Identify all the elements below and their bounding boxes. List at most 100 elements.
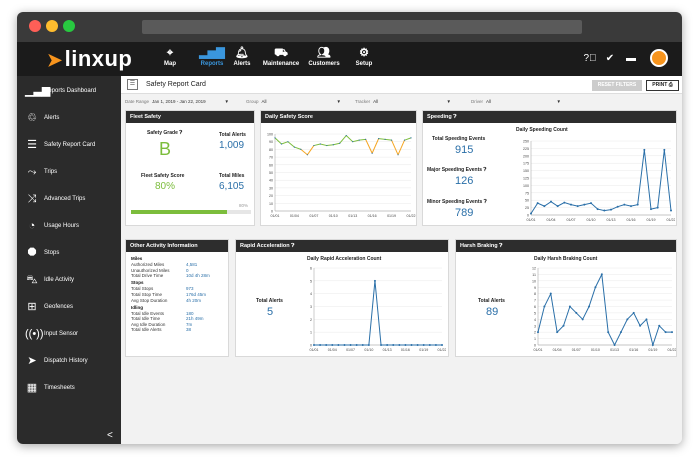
data-point[interactable]: [603, 209, 606, 212]
user-avatar[interactable]: [650, 49, 668, 67]
data-point[interactable]: [403, 139, 406, 141]
data-point[interactable]: [588, 305, 591, 308]
nav-reports[interactable]: ▂▅▇ Reports: [186, 46, 238, 67]
data-point[interactable]: [630, 205, 632, 208]
data-point[interactable]: [441, 344, 443, 346]
data-point[interactable]: [636, 203, 639, 206]
data-point[interactable]: [616, 205, 619, 208]
sidebar-item-advanced-trips[interactable]: ⤨ Advanced Trips: [17, 186, 121, 212]
data-point[interactable]: [556, 331, 559, 334]
check-icon[interactable]: ✔: [605, 53, 615, 64]
data-point[interactable]: [410, 344, 413, 346]
linxup-logo[interactable]: ➤linxup: [47, 46, 132, 72]
driver-filter[interactable]: Driver All ▼: [471, 99, 561, 104]
data-point[interactable]: [643, 148, 646, 151]
sidebar-item-trips[interactable]: ⤳ Trips: [17, 159, 121, 185]
data-point[interactable]: [607, 331, 610, 334]
print-button[interactable]: PRINT ⎙: [646, 80, 679, 91]
data-point[interactable]: [339, 142, 341, 144]
data-point[interactable]: [537, 331, 539, 334]
chat-icon[interactable]: ▬: [626, 53, 636, 64]
data-point[interactable]: [656, 206, 659, 209]
data-point[interactable]: [556, 205, 559, 208]
data-point[interactable]: [373, 279, 376, 282]
data-point[interactable]: [562, 324, 565, 327]
data-point[interactable]: [583, 203, 586, 206]
data-point[interactable]: [378, 138, 380, 140]
address-bar[interactable]: [142, 20, 582, 34]
data-point[interactable]: [416, 344, 419, 346]
data-point[interactable]: [361, 344, 364, 346]
help-icon[interactable]: ❓︎: [179, 130, 183, 136]
sidebar-item-reports-dashboard[interactable]: ▁▃▆ Reports Dashboard: [17, 78, 121, 104]
help-icon[interactable]: ❓︎: [483, 167, 487, 173]
data-point[interactable]: [365, 138, 367, 140]
data-point[interactable]: [306, 154, 308, 156]
data-point[interactable]: [300, 148, 302, 150]
data-point[interactable]: [570, 203, 572, 206]
data-point[interactable]: [313, 344, 315, 346]
data-point[interactable]: [343, 344, 346, 346]
minimize-window-button[interactable]: [46, 20, 58, 32]
data-point[interactable]: [590, 202, 592, 205]
sidebar-item-stops[interactable]: ⯃ Stops: [17, 240, 121, 266]
data-point[interactable]: [384, 138, 386, 140]
data-point[interactable]: [349, 344, 352, 346]
data-point[interactable]: [380, 344, 383, 346]
data-point[interactable]: [658, 324, 661, 327]
sidebar-item-idle-activity[interactable]: ⛍ Idle Activity: [17, 267, 121, 293]
data-point[interactable]: [576, 205, 579, 208]
data-point[interactable]: [651, 344, 654, 346]
data-point[interactable]: [650, 208, 652, 211]
sidebar-item-safety-report-card[interactable]: ☰ Safety Report Card: [17, 132, 121, 158]
data-point[interactable]: [536, 202, 539, 205]
data-point[interactable]: [293, 146, 296, 148]
data-point[interactable]: [550, 200, 552, 203]
data-point[interactable]: [280, 143, 283, 145]
data-point[interactable]: [671, 331, 673, 334]
data-point[interactable]: [664, 331, 667, 334]
data-point[interactable]: [549, 292, 552, 295]
nav-alerts[interactable]: 🔔︎ Alerts: [216, 46, 268, 67]
sidebar-item-input-sensor[interactable]: ((•)) Input Sensor: [17, 321, 121, 347]
data-point[interactable]: [543, 205, 546, 208]
nav-customers[interactable]: 👥︎ Customers: [298, 46, 350, 67]
data-point[interactable]: [386, 344, 389, 346]
help-icon[interactable]: ?⃝: [583, 53, 597, 64]
data-point[interactable]: [632, 311, 635, 314]
data-point[interactable]: [594, 286, 597, 289]
data-point[interactable]: [345, 134, 347, 137]
data-point[interactable]: [287, 141, 289, 143]
collapse-sidebar-button[interactable]: <: [107, 430, 113, 441]
data-point[interactable]: [319, 344, 322, 346]
group-filter[interactable]: Group All ▼: [246, 99, 341, 104]
reset-filters-button[interactable]: RESET FILTERS: [592, 80, 642, 91]
sidebar-item-usage-hours[interactable]: ◔ Usage Hours: [17, 213, 121, 239]
data-point[interactable]: [367, 344, 370, 346]
data-point[interactable]: [428, 344, 431, 346]
data-point[interactable]: [434, 344, 437, 346]
sidebar-item-alerts[interactable]: ♲ Alerts: [17, 105, 121, 131]
help-icon[interactable]: ❓︎: [291, 243, 295, 249]
sidebar-item-geofences[interactable]: ⊞ Geofences: [17, 294, 121, 320]
data-point[interactable]: [404, 344, 407, 346]
data-point[interactable]: [626, 318, 629, 321]
nav-maintenance[interactable]: ⛟ Maintenance: [255, 46, 307, 67]
data-point[interactable]: [352, 141, 354, 143]
data-point[interactable]: [623, 203, 626, 206]
help-icon[interactable]: ❓︎: [483, 199, 487, 205]
data-point[interactable]: [575, 311, 578, 314]
data-point[interactable]: [581, 318, 584, 321]
data-point[interactable]: [410, 137, 412, 139]
data-point[interactable]: [332, 144, 334, 146]
help-icon[interactable]: ❓︎: [453, 114, 457, 120]
help-icon[interactable]: ❓︎: [499, 243, 503, 249]
data-point[interactable]: [313, 144, 315, 147]
data-point[interactable]: [596, 208, 599, 211]
nav-setup[interactable]: ⚙ Setup: [338, 46, 390, 67]
data-point[interactable]: [331, 344, 334, 346]
data-point[interactable]: [613, 344, 616, 346]
data-point[interactable]: [390, 139, 393, 141]
data-point[interactable]: [319, 143, 321, 145]
data-point[interactable]: [325, 344, 328, 346]
